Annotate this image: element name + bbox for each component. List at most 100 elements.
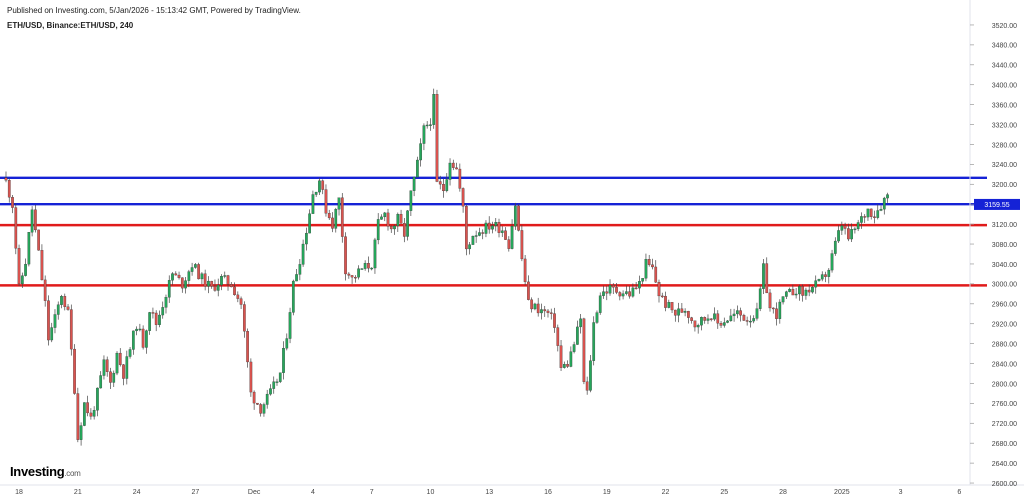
candle: [216, 278, 220, 297]
candle: [396, 212, 400, 232]
candle: [700, 316, 703, 331]
candle: [615, 283, 618, 295]
candle: [628, 286, 631, 299]
candle: [778, 299, 782, 324]
candle: [523, 255, 527, 286]
candle: [112, 370, 116, 388]
price-axis: 3520.00 3480.00 3440.00 3400.00 3360.00 3320.…: [970, 23, 1017, 488]
candle: [755, 302, 759, 321]
candle: [135, 326, 138, 336]
y-tick-label: 2960.00: [992, 302, 1017, 309]
candle: [386, 208, 390, 231]
y-tick-label: 3120.00: [992, 222, 1017, 229]
candle: [853, 227, 857, 234]
candle: [158, 310, 161, 328]
candle: [592, 316, 596, 366]
candle: [278, 372, 282, 384]
candle: [370, 267, 374, 271]
candle: [807, 284, 811, 297]
candle: [451, 159, 455, 171]
candle: [412, 176, 416, 197]
candle: [233, 282, 236, 296]
candle: [824, 271, 827, 283]
logo-brand: Investing: [10, 464, 65, 479]
candle: [269, 384, 272, 396]
candle: [76, 387, 80, 443]
candle: [442, 178, 445, 198]
candle: [762, 258, 765, 295]
candle: [376, 213, 380, 245]
candle: [432, 88, 436, 129]
candle: [644, 253, 648, 282]
candle: [696, 323, 700, 334]
candle: [827, 268, 831, 284]
y-tick-label: 3320.00: [992, 122, 1017, 129]
candle: [197, 262, 200, 280]
candle: [742, 313, 746, 322]
candle: [651, 258, 654, 270]
candle: [11, 195, 14, 214]
candle: [115, 351, 119, 376]
candles: [4, 88, 889, 446]
level-lines: [0, 176, 987, 287]
candle: [794, 287, 798, 299]
candle: [820, 271, 824, 282]
candle: [367, 256, 370, 273]
y-tick-label: 2680.00: [992, 441, 1017, 448]
y-tick-label: 2600.00: [992, 481, 1017, 488]
candle: [693, 320, 697, 332]
candle: [406, 209, 409, 241]
candle: [265, 389, 269, 409]
candle: [383, 211, 387, 222]
candle: [879, 205, 883, 212]
candle: [180, 277, 184, 293]
candle: [435, 89, 439, 183]
candle: [513, 202, 517, 230]
candle: [53, 309, 57, 334]
candle: [416, 156, 419, 178]
candle: [203, 269, 207, 291]
candle: [291, 279, 295, 316]
candle: [843, 222, 847, 235]
candle: [680, 303, 684, 313]
candle: [576, 320, 579, 345]
candle: [239, 296, 243, 309]
candle: [47, 295, 50, 346]
candle: [611, 283, 615, 295]
candle: [546, 308, 550, 318]
candle: [311, 190, 315, 214]
investing-logo: Investing.com: [10, 464, 81, 479]
candle: [562, 361, 566, 369]
y-tick-label: 2760.00: [992, 401, 1017, 408]
candle: [96, 387, 99, 417]
y-tick-label: 2920.00: [992, 322, 1017, 329]
candle: [540, 303, 543, 320]
candle: [621, 290, 625, 300]
candle: [167, 275, 171, 303]
candle: [177, 271, 181, 280]
candle: [719, 321, 723, 328]
current-price-tag: 3159.55: [974, 198, 1020, 210]
candle: [252, 390, 256, 410]
candle: [549, 308, 553, 320]
candle: [145, 329, 148, 354]
candle: [321, 179, 325, 195]
x-tick-label: 13: [485, 489, 493, 496]
x-tick-label: 6: [957, 489, 961, 496]
candle: [295, 269, 298, 282]
candle: [536, 297, 540, 317]
candle: [876, 204, 880, 220]
candle: [732, 308, 736, 322]
candle: [791, 284, 795, 296]
candle: [654, 260, 658, 283]
candle: [504, 227, 507, 240]
candle: [520, 224, 524, 262]
candle: [422, 123, 426, 151]
candle: [461, 187, 465, 213]
candle: [138, 323, 142, 332]
candle: [602, 285, 605, 299]
x-tick-label: 19: [603, 489, 611, 496]
candle: [249, 358, 253, 397]
candle: [246, 328, 249, 368]
